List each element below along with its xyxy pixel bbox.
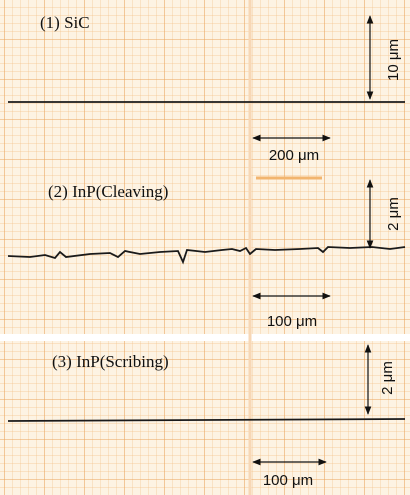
panel-label: (2) InP(Cleaving) <box>48 182 168 201</box>
figure: (1) SiC 10 μm 200 μm (2) InP(Cleaving) 2… <box>0 0 410 495</box>
panel-label: (3) InP(Scribing) <box>52 352 169 371</box>
horizontal-scale: 200 μm <box>269 147 319 164</box>
horizontal-scale: 100 μm <box>263 472 313 489</box>
horizontal-scale: 100 μm <box>267 313 317 330</box>
panel-label: (1) SiC <box>40 13 90 32</box>
vertical-scale: 2 μm <box>385 197 402 231</box>
panel-gap <box>0 334 410 341</box>
vertical-scale: 2 μm <box>379 361 396 395</box>
vertical-scale: 10 μm <box>385 39 402 81</box>
